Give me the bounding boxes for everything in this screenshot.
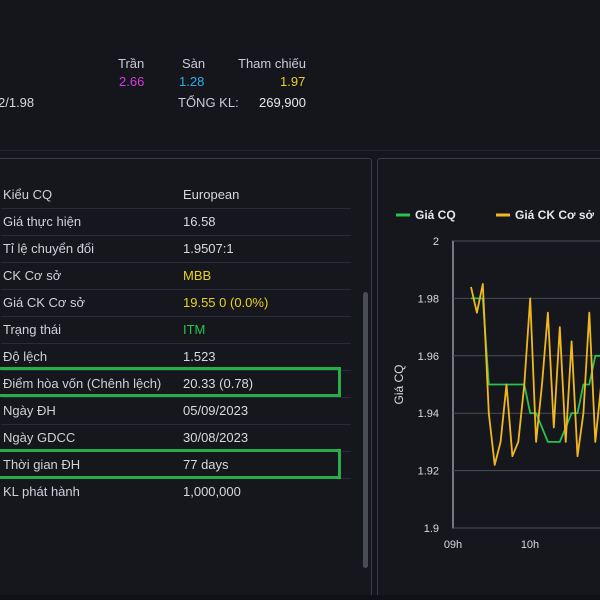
detail-label: Giá thực hiện: [3, 214, 82, 229]
legend-label: Giá CQ: [415, 208, 456, 222]
detail-label: Điểm hòa vốn (Chênh lệch): [3, 376, 162, 391]
detail-label: Ngày GDCC: [3, 430, 76, 445]
detail-row-exercise-price: Giá thực hiện 16.58: [1, 208, 351, 236]
detail-row-underlying-price: Giá CK Cơ sở 19.55 0 (0.0%): [1, 289, 351, 317]
ceiling-label: Trần: [118, 56, 145, 71]
floor-value: 1.28: [179, 74, 205, 89]
detail-value: 1,000,000: [183, 484, 241, 499]
price-chart: 2 1.98 1.96 1.94 1.92 1.9 09h 10h Giá CQ Giá CQ Gi…: [392, 208, 600, 551]
detail-value: 19.55 0 (0.0%): [183, 295, 269, 310]
detail-label: Trạng thái: [3, 322, 62, 337]
detail-label: Thời gian ĐH: [3, 457, 81, 472]
detail-value[interactable]: MBB: [183, 268, 212, 283]
detail-row-issued-volume: KL phát hành 1,000,000: [1, 478, 351, 505]
detail-row-underlying: CK Cơ sở MBB: [1, 262, 351, 290]
detail-value: 05/09/2023: [183, 403, 249, 418]
detail-row-last-trading-date: Ngày GDCC 30/08/2023: [1, 424, 351, 452]
y-tick-label: 1.9: [424, 523, 439, 535]
reference-label: Tham chiếu: [238, 56, 306, 71]
detail-label: Tỉ lệ chuyển đổi: [3, 241, 95, 256]
detail-row-conversion-ratio: Tỉ lệ chuyển đổi 1.9507:1: [1, 235, 351, 263]
detail-row-maturity-date: Ngày ĐH 05/09/2023: [1, 397, 351, 425]
detail-row-breakeven: Điểm hòa vốn (Chênh lệch) 20.33 (0.78): [1, 370, 351, 398]
detail-label: Ngày ĐH: [3, 403, 56, 418]
detail-label: Giá CK Cơ sở: [3, 295, 86, 310]
detail-label: CK Cơ sở: [3, 268, 62, 283]
floor-label: Sàn: [182, 56, 206, 71]
y-tick-label: 1.98: [418, 293, 439, 305]
detail-value: 30/08/2023: [183, 430, 249, 445]
detail-label: Kiểu CQ: [3, 187, 53, 202]
section-divider: [0, 150, 600, 151]
detail-value: ITM: [183, 322, 206, 337]
y-tick-label: 1.92: [418, 466, 439, 478]
total-volume-label: TỔNG KL:: [178, 95, 239, 110]
series-line: [471, 297, 600, 443]
ceiling-value: 2.66: [119, 74, 145, 89]
series-line: [470, 283, 600, 466]
detail-value: 77 days: [183, 457, 229, 472]
legend-label: Giá CK Cơ sở: [515, 208, 595, 222]
total-volume-value: 269,900: [259, 95, 306, 110]
y-axis-label: Giá CQ: [392, 364, 406, 404]
detail-value: European: [183, 187, 240, 202]
y-tick-label: 1.96: [418, 351, 439, 363]
bottom-ticker-strip: [0, 595, 600, 600]
detail-value: 16.58: [183, 214, 216, 229]
plot-frame: [452, 240, 600, 529]
x-tick-label: 10h: [521, 539, 539, 551]
reference-value: 1.97: [280, 74, 306, 89]
warrant-details-panel: Kiểu CQ European Giá thực hiện 16.58 Tỉ …: [0, 158, 372, 600]
details-scrollbar[interactable]: [363, 292, 368, 568]
detail-value: 1.523: [183, 349, 216, 364]
y-tick-label: 1.94: [418, 408, 439, 420]
detail-row-time-to-maturity: Thời gian ĐH 77 days: [1, 451, 351, 479]
x-tick-label: 09h: [444, 539, 462, 551]
price-chart-panel: 2 1.98 1.96 1.94 1.92 1.9 09h 10h Giá CQ Giá CQ Gi…: [377, 158, 600, 600]
detail-value: 20.33 (0.78): [183, 376, 254, 391]
price-partial: 2/1.98: [0, 95, 35, 110]
detail-value: 1.9507:1: [183, 241, 234, 256]
quote-summary: 2/1.98 Trần 2.66 Sàn 1.28 Tham chiếu 1.9…: [0, 0, 600, 150]
detail-row-warrant-type: Kiểu CQ European: [1, 181, 351, 209]
detail-row-deviation: Độ lệch 1.523: [1, 343, 351, 371]
detail-label: KL phát hành: [3, 484, 80, 499]
detail-label: Độ lệch: [3, 349, 48, 364]
detail-row-status: Trạng thái ITM: [1, 316, 351, 344]
y-tick-label: 2: [433, 236, 439, 248]
